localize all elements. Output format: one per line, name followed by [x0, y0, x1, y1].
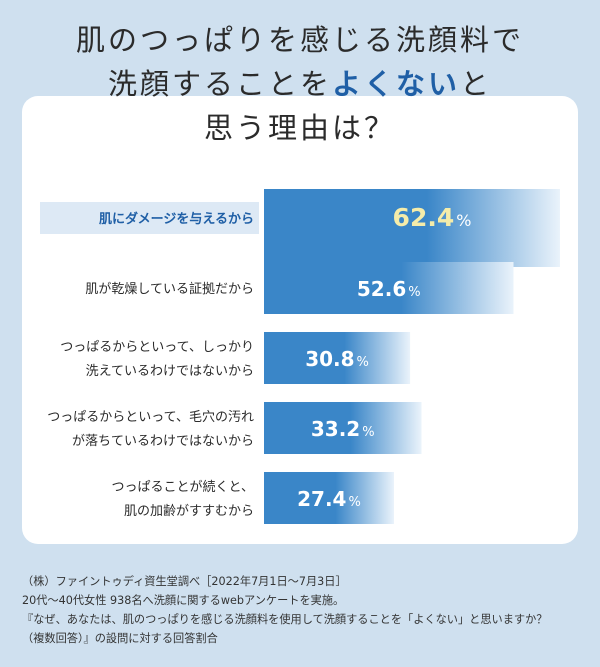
category-label: 肌が乾燥している証拠だから — [85, 282, 254, 297]
highlight-label-bg — [40, 202, 259, 234]
title-line-2-pre: 洗顔することを — [107, 67, 332, 101]
bar — [264, 402, 422, 454]
category-label: つっぱるからといって、毛穴の汚れ — [47, 410, 254, 425]
unit-label: % — [456, 211, 471, 230]
footnote-line-1: （株）ファイントゥディ資生堂調べ［2022年7月1日～7月3日］ — [22, 575, 347, 588]
bar — [264, 472, 394, 524]
unit-label: % — [357, 355, 369, 370]
category-label: つっぱることが続くと、 — [112, 480, 254, 495]
title-line-2-post: と — [460, 67, 493, 101]
title-line-1: 肌のつっぱりを感じる洗顔料で — [75, 23, 524, 57]
data-label: 52.6% — [357, 277, 421, 301]
footnote-line-3: 『なぜ、あなたは、肌のつっぱりを感じる洗顔料を使用して洗顔することを「よくない」… — [22, 613, 548, 626]
unit-label: % — [408, 285, 420, 300]
title-line-2: 洗顔することをよくないと — [0, 62, 600, 106]
unit-label: % — [348, 495, 360, 510]
footnote: （株）ファイントゥディ資生堂調べ［2022年7月1日～7月3日］ 20代～40代… — [22, 572, 592, 648]
bar — [264, 332, 411, 384]
category-label: つっぱるからといって、しっかり — [60, 340, 254, 355]
chart-title: 肌のつっぱりを感じる洗顔料で 洗顔することをよくないと 思う理由は？ — [0, 18, 600, 150]
footnote-line-4: （複数回答）』の設問に対する回答割合 — [22, 632, 218, 645]
bar-chart: 肌にダメージを与えるから 62.4 %肌が乾燥している証拠だから 52.6 %つっぱるか… — [40, 189, 560, 524]
data-label: 27.4% — [297, 487, 361, 511]
unit-label: % — [362, 425, 374, 440]
footnote-line-2: 20代～40代女性 938名へ洗顔に関するwebアンケートを実施。 — [22, 594, 345, 607]
title-line-3: 思う理由は？ — [203, 111, 396, 145]
chart-card — [22, 96, 578, 544]
bar — [264, 262, 514, 314]
category-label: 洗えているわけではないから — [86, 364, 254, 379]
title-highlight: よくない — [331, 67, 460, 101]
data-label: 33.2% — [311, 417, 375, 441]
category-label: が落ちているわけではないから — [72, 434, 254, 449]
category-label: 肌の加齢がすすむから — [124, 504, 254, 519]
bar — [264, 189, 560, 267]
category-label: 肌にダメージを与えるから — [99, 211, 254, 227]
